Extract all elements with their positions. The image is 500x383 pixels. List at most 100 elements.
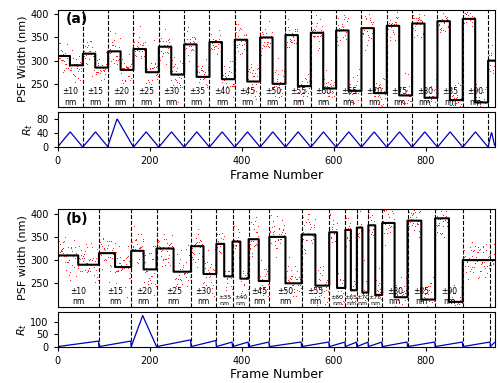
Point (464, 259, 471, 265)
Point (226, 268, 234, 275)
Point (338, 26, 346, 32)
Point (230, 82, 238, 88)
Point (189, 250, 197, 256)
Point (432, 98, 440, 104)
Point (258, 276, 266, 282)
Point (252, 81, 260, 87)
Point (276, 79, 284, 85)
Point (462, 19, 470, 25)
Point (109, 245, 117, 251)
Point (378, 288, 386, 295)
Point (412, 214, 420, 220)
Point (410, 34, 418, 40)
Point (448, 93, 456, 99)
Point (118, 77, 126, 83)
Point (334, 22, 342, 28)
Point (475, 274, 483, 280)
Point (432, 222, 440, 228)
Text: ±60
nm: ±60 nm (331, 295, 344, 306)
Point (255, 93, 263, 99)
Point (434, 216, 442, 222)
Point (180, 270, 188, 276)
Point (202, 69, 209, 75)
Point (80, 252, 88, 259)
Point (178, 59, 186, 65)
Point (318, 292, 326, 298)
Point (400, 290, 408, 296)
Point (260, 39, 268, 45)
Point (419, 306, 427, 312)
Point (300, 246, 308, 252)
Point (316, 277, 324, 283)
Point (327, 235, 335, 241)
Point (86, 256, 94, 262)
Point (381, 221, 389, 227)
Point (245, 65, 253, 72)
Point (95, 233, 103, 239)
Point (317, 27, 325, 33)
Point (296, 83, 304, 89)
Point (254, 78, 262, 84)
Point (385, 223, 393, 229)
Point (74, 263, 82, 269)
Point (278, 229, 286, 235)
Point (270, 228, 278, 234)
Point (188, 46, 196, 52)
Point (468, 264, 476, 270)
Point (360, 24, 368, 30)
Point (76, 59, 84, 65)
Point (272, 69, 280, 75)
Point (186, 36, 194, 43)
Point (317, 285, 325, 291)
Point (71, 73, 79, 79)
Point (346, 225, 354, 231)
Point (188, 249, 196, 255)
Point (160, 42, 168, 48)
Point (278, 67, 286, 73)
Point (270, 100, 278, 106)
Point (422, 286, 430, 292)
Point (66, 59, 74, 65)
Point (218, 241, 226, 247)
Point (386, 224, 394, 230)
Point (414, 17, 422, 23)
Point (101, 71, 109, 77)
Point (266, 228, 274, 234)
Point (112, 280, 120, 286)
Point (196, 250, 203, 257)
Point (59, 51, 67, 57)
Point (70, 244, 78, 250)
Point (202, 282, 210, 288)
Point (400, 100, 408, 106)
Point (252, 214, 260, 220)
Point (242, 31, 250, 37)
Point (304, 216, 312, 222)
Point (418, 296, 426, 302)
Point (116, 70, 124, 76)
Point (192, 48, 200, 54)
Point (198, 252, 205, 259)
Point (484, 66, 492, 72)
Point (413, 31, 421, 38)
Point (132, 236, 140, 242)
Point (106, 28, 114, 34)
Point (382, 207, 390, 213)
Point (270, 85, 278, 92)
Point (175, 74, 183, 80)
Text: ±20
nm: ±20 nm (113, 87, 129, 106)
Point (479, 89, 487, 95)
Point (486, 262, 494, 268)
Point (406, 219, 414, 225)
Point (114, 57, 122, 63)
Point (366, 15, 374, 21)
Point (180, 40, 188, 46)
Point (353, 72, 361, 79)
Point (264, 43, 272, 49)
Point (465, 256, 473, 262)
Point (177, 277, 185, 283)
Point (420, 286, 428, 293)
Point (221, 273, 229, 279)
Point (286, 275, 294, 281)
Point (97, 68, 105, 74)
Point (440, 18, 448, 25)
